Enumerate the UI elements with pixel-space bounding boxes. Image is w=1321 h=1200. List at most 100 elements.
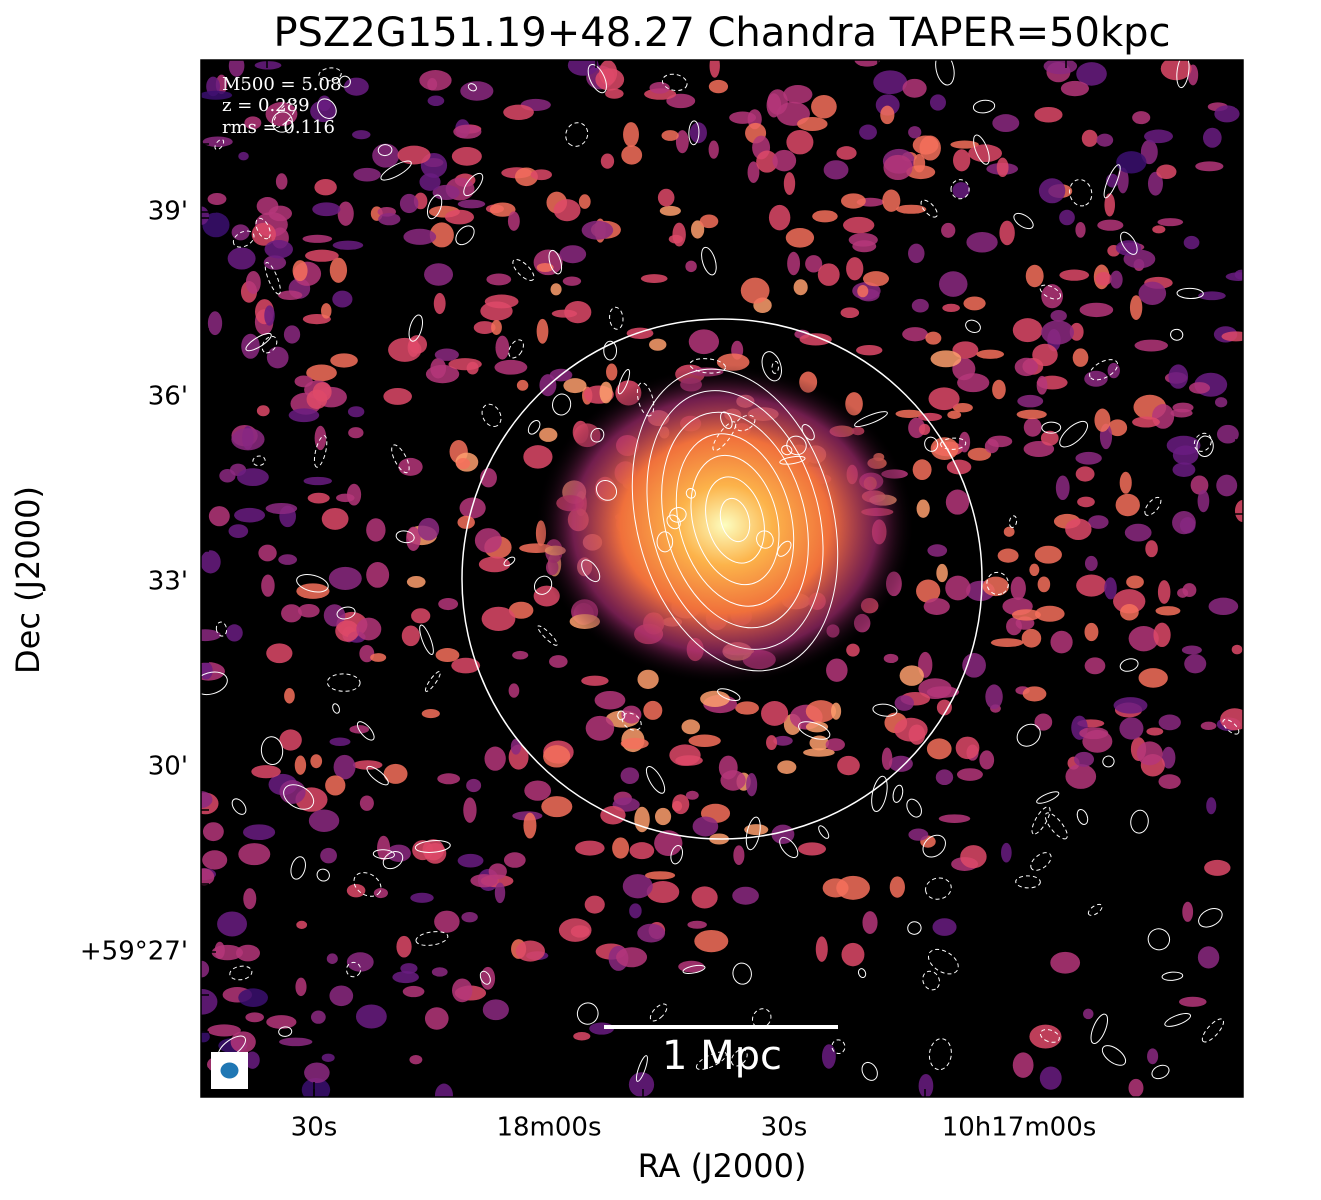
contour [414,840,451,853]
blob [1132,416,1160,428]
blob [661,130,679,141]
blob [720,770,746,791]
blob [1153,622,1171,648]
contour [533,575,553,595]
blob [481,606,516,631]
blob [846,257,864,281]
blob [883,653,899,664]
blob [936,563,948,583]
blob [1188,382,1211,394]
blob [955,736,980,760]
blob [733,845,745,866]
blob [812,210,838,223]
blob [843,216,875,234]
blob [1095,271,1112,286]
contour [732,962,752,985]
blob [401,625,420,647]
blob [434,348,459,361]
blob [399,193,419,214]
blob [908,243,925,264]
blob [228,524,249,538]
contour [675,433,795,607]
blob [503,104,534,120]
blob [821,1044,836,1069]
blob [435,648,460,663]
blob [1190,475,1209,495]
contour [924,436,939,452]
blob [1126,575,1144,589]
blob [1084,555,1098,571]
blob [383,388,412,405]
blob [1157,580,1171,604]
contour [229,965,253,981]
blob [811,94,837,119]
blob [503,852,526,868]
blob [207,193,227,205]
contour [426,194,443,220]
contour [965,319,981,333]
blob [1037,576,1051,593]
blob [1177,588,1189,598]
blob [1200,721,1217,731]
contour [925,877,952,900]
blob [689,122,707,144]
blob [882,189,901,212]
blob [938,814,971,823]
blob [612,837,630,859]
blob [417,517,440,541]
blob [1136,741,1163,766]
x-tick-label: 18m00s [496,1113,601,1143]
contour [353,872,382,897]
contour [1016,723,1041,747]
title: PSZ2G151.19+48.27 Chandra TAPER=50kpc [273,10,1170,56]
blob [201,90,233,100]
contour [1119,658,1139,672]
contour [395,530,415,544]
scale-bar-label: 1 Mpc [662,1033,782,1079]
blob [297,604,320,618]
blob [883,154,913,181]
blob [793,279,808,296]
blob [947,410,962,420]
blob [278,554,298,565]
blob [694,929,729,953]
blob [803,748,835,757]
blob [896,204,927,214]
blob [461,911,478,923]
contour [271,111,293,133]
blob [251,222,276,246]
blob [508,601,534,619]
blob [805,721,829,733]
blob [437,773,461,785]
blob [398,457,423,476]
blob [831,702,842,720]
blob [805,255,823,273]
blob [846,643,860,657]
blob [482,999,509,1021]
blob [929,94,946,111]
blob [1034,106,1063,123]
blob [852,240,877,253]
contour [779,836,799,859]
blob [456,457,471,470]
blob [783,85,813,104]
tick-marks [201,60,1243,1097]
blob [945,575,971,601]
blob [258,544,277,562]
blob [484,294,519,309]
blob [1197,946,1220,969]
contour [231,798,247,815]
blob [815,936,828,962]
blob [862,911,878,935]
contour [382,851,404,870]
blob [1138,281,1167,305]
blob [263,255,287,270]
blob [649,338,667,351]
contour [935,60,955,86]
blob [279,729,302,751]
blob [207,311,223,336]
blob [411,608,431,624]
blob [491,319,502,335]
blob [312,202,341,217]
blob [1041,284,1063,309]
